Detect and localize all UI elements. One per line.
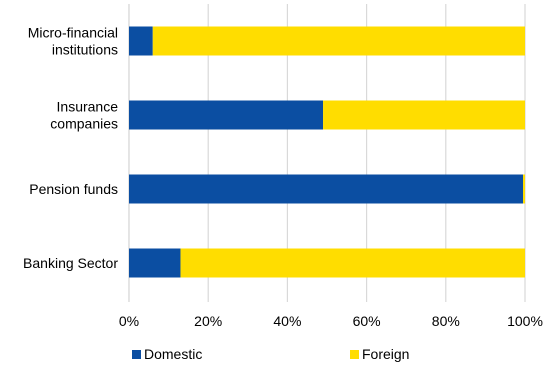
- bar-domestic-banking-sector: [129, 248, 181, 278]
- bar-foreign-banking-sector: [180, 248, 526, 278]
- category-label-banking-sector: Banking Sector: [23, 255, 118, 271]
- x-tick-label-80: 80%: [432, 313, 460, 329]
- bar-domestic-micro-financial-institutions: [129, 26, 153, 56]
- category-label-insurance-companies-line-2: companies: [50, 116, 118, 132]
- x-tick-label-20: 20%: [194, 313, 222, 329]
- legend-swatch-domestic: [132, 350, 141, 359]
- legend-swatch-foreign: [350, 350, 359, 359]
- bar-domestic-pension-funds: [129, 174, 524, 204]
- category-label-micro-financial-institutions-line-1: Micro-financial: [28, 25, 118, 41]
- bar-foreign-micro-financial-institutions: [152, 26, 525, 56]
- bar-foreign-insurance-companies: [323, 100, 525, 130]
- legend: Domestic Foreign: [132, 346, 409, 362]
- x-tick-label-60: 60%: [353, 313, 381, 329]
- bar-foreign-pension-funds: [523, 174, 525, 204]
- legend-label-foreign: Foreign: [362, 346, 409, 362]
- category-label-insurance-companies-line-1: Insurance: [57, 99, 119, 115]
- x-tick-label-0: 0%: [119, 313, 139, 329]
- category-label-pension-funds: Pension funds: [29, 181, 118, 197]
- x-tick-label-100: 100%: [507, 313, 543, 329]
- x-tick-label-40: 40%: [273, 313, 301, 329]
- bar-domestic-insurance-companies: [129, 100, 324, 130]
- bars: [129, 26, 526, 278]
- category-label-micro-financial-institutions-line-2: institutions: [52, 42, 118, 58]
- x-tick-labels: 0% 20% 40% 60% 80% 100%: [119, 313, 543, 329]
- legend-label-domestic: Domestic: [144, 346, 202, 362]
